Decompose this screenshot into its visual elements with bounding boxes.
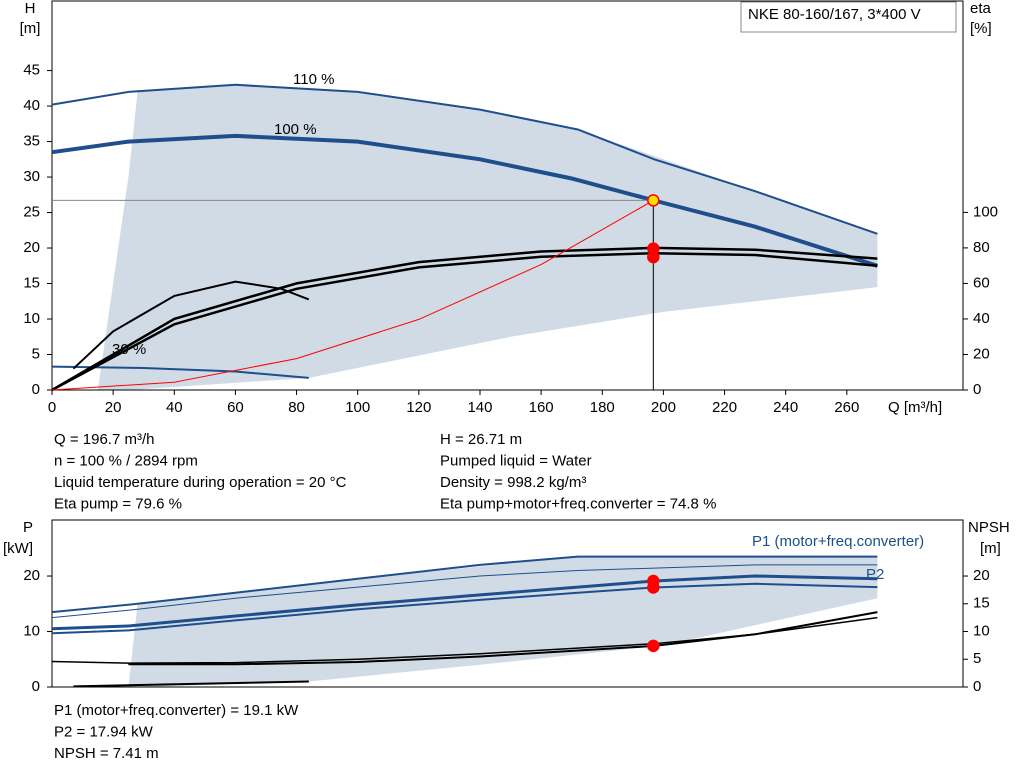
y-tick-label: 20	[23, 239, 40, 256]
y2-tick-label: 100	[973, 203, 998, 220]
y2-tick-label: 5	[973, 650, 981, 667]
info-line: Q = 196.7 m³/h	[54, 431, 154, 448]
x-tick-label: 240	[773, 399, 798, 416]
x-tick-label: 20	[105, 399, 122, 416]
y2-axis-label: [m]	[980, 540, 1001, 557]
y-tick-label: 20	[23, 567, 40, 584]
y-tick-label: 30	[23, 168, 40, 185]
y2-axis-label: eta	[970, 0, 992, 17]
duty-point	[647, 581, 660, 594]
curve	[51, 83, 878, 235]
curve	[73, 680, 309, 688]
curve	[51, 251, 878, 392]
x-tick-label: 60	[227, 399, 244, 416]
y2-tick-label: 15	[973, 595, 990, 612]
x-tick-label: 80	[288, 399, 305, 416]
y2-tick-label: 60	[973, 274, 990, 291]
info-line: P1 (motor+freq.converter) = 19.1 kW	[54, 702, 299, 719]
info-line: H = 26.71 m	[440, 431, 522, 448]
x-tick-label: 120	[406, 399, 431, 416]
x-tick-label: 220	[712, 399, 737, 416]
curve-label: P1 (motor+freq.converter)	[752, 533, 924, 550]
duty-point	[647, 639, 660, 653]
x-tick-label: 40	[166, 399, 183, 416]
curve	[51, 574, 878, 631]
y-tick-label: 10	[23, 622, 40, 639]
y2-tick-label: 20	[973, 345, 990, 362]
curve	[72, 280, 310, 370]
curve-label: P2	[866, 566, 884, 583]
y2-axis-label: [%]	[970, 20, 992, 37]
info-line: Eta pump+motor+freq.converter = 74.8 %	[440, 495, 716, 512]
x-axis-label: Q [m³/h]	[888, 399, 942, 416]
curve	[51, 555, 878, 614]
x-tick-label: 160	[529, 399, 554, 416]
curve	[51, 582, 878, 635]
x-tick-label: 140	[467, 399, 492, 416]
y-tick-label: 10	[23, 310, 40, 327]
x-tick-label: 180	[590, 399, 615, 416]
y2-tick-label: 0	[973, 678, 981, 695]
curve-label: 100 %	[274, 121, 317, 138]
info-line: Eta pump = 79.6 %	[54, 495, 182, 512]
curve	[51, 246, 878, 392]
operating-region	[128, 556, 878, 687]
y2-tick-label: 40	[973, 310, 990, 327]
curve	[51, 365, 309, 379]
x-tick-label: 200	[651, 399, 676, 416]
duty-point	[647, 194, 660, 207]
y-axis-label: H	[25, 0, 36, 17]
x-tick-label: 0	[48, 399, 56, 416]
y2-tick-label: 80	[973, 239, 990, 256]
title-box	[740, 1, 957, 33]
curve	[51, 199, 654, 391]
curve	[51, 133, 879, 268]
info-line: Pumped liquid = Water	[440, 452, 592, 469]
x-tick-label: 100	[345, 399, 370, 416]
operating-region	[97, 84, 878, 391]
duty-point	[647, 250, 660, 264]
y-tick-label: 15	[23, 274, 40, 291]
y-tick-label: 35	[23, 133, 40, 150]
x-tick-label: 260	[834, 399, 859, 416]
y-tick-label: 0	[32, 381, 40, 398]
info-line: P2 = 17.94 kW	[54, 723, 154, 740]
info-line: n = 100 % / 2894 rpm	[54, 452, 198, 469]
y-tick-label: 45	[23, 62, 40, 79]
y-axis-label: P	[23, 519, 33, 536]
info-line: NPSH = 7.41 m	[54, 745, 159, 762]
y-tick-label: 40	[23, 97, 40, 114]
chart-title: NKE 80-160/167, 3*400 V	[748, 6, 921, 23]
y-axis-label: [m]	[20, 20, 41, 37]
curve	[51, 616, 878, 664]
y-tick-label: 5	[32, 345, 40, 362]
y-axis-label: [kW]	[3, 540, 33, 557]
y2-axis-label: NPSH	[968, 519, 1010, 536]
info-line: Density = 998.2 kg/m³	[440, 474, 586, 491]
curve	[51, 564, 878, 619]
y2-tick-label: 0	[973, 381, 981, 398]
info-line: Liquid temperature during operation = 20…	[54, 474, 347, 491]
curve-label: 110 %	[293, 71, 334, 88]
y-tick-label: 25	[23, 204, 40, 221]
y2-tick-label: 10	[973, 622, 990, 639]
plot-frame	[51, 0, 964, 391]
y2-tick-label: 20	[973, 567, 990, 584]
y-tick-label: 0	[32, 678, 40, 695]
